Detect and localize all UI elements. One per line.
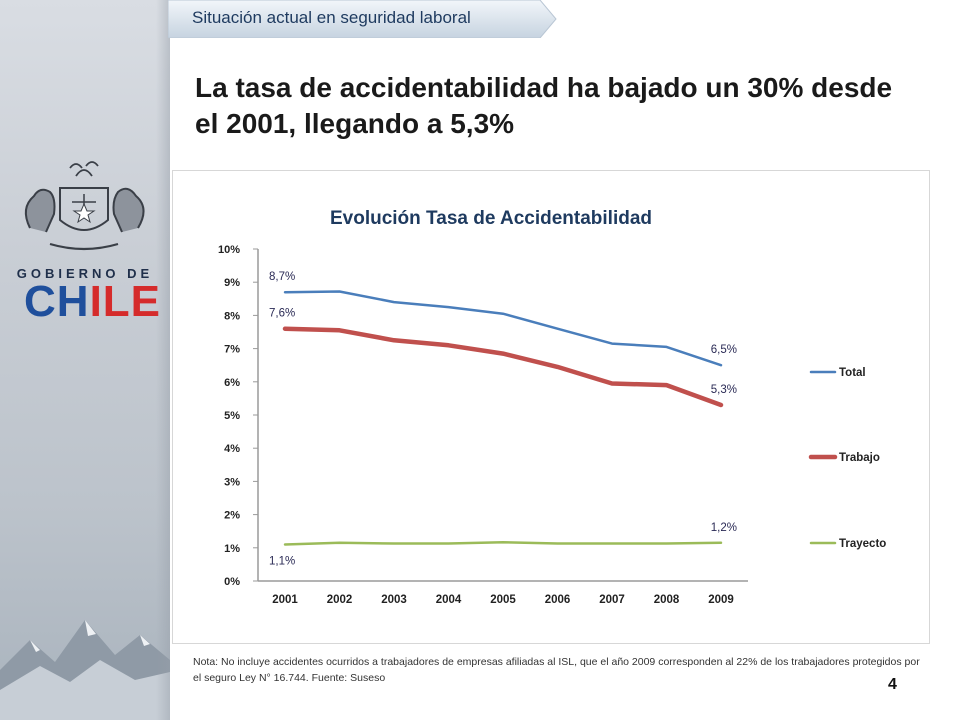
coat-of-arms-icon: [24, 161, 145, 251]
y-tick-label: 1%: [224, 543, 240, 555]
x-tick-label: 2003: [381, 594, 407, 606]
data-label: 7,6%: [269, 308, 295, 320]
x-tick-label: 2006: [545, 594, 571, 606]
logo-chile-red: ILE: [89, 277, 162, 326]
series-line-total: [283, 290, 723, 367]
section-tab: [168, 0, 557, 38]
y-tick-label: 9%: [224, 277, 240, 289]
y-tick-label: 10%: [218, 244, 240, 256]
data-label: 5,3%: [711, 384, 737, 396]
section-tab-label: Situación actual en seguridad laboral: [192, 8, 471, 27]
series-line-trabajo: [282, 326, 724, 408]
left-sidebar: GOBIERNO DE CHILE: [0, 0, 170, 720]
y-tick-label: 7%: [224, 344, 240, 356]
slide-headline: La tasa de accidentabilidad ha bajado un…: [195, 72, 893, 139]
x-tick-label: 2002: [327, 594, 353, 606]
y-tick-label: 8%: [224, 310, 240, 322]
chart-frame: Evolución Tasa de Accidentabilidad 0% 1% 2…: [172, 170, 930, 644]
y-tick-label: 6%: [224, 377, 240, 389]
line-chart: Evolución Tasa de Accidentabilidad 0% 1% 2…: [218, 208, 886, 606]
y-tick-label: 2%: [224, 510, 240, 522]
x-tick-label: 2001: [272, 594, 298, 606]
x-tick-label: 2007: [599, 594, 625, 606]
series-line-trayecto: [283, 540, 723, 546]
legend-label-total: Total: [839, 367, 866, 379]
legend-label-trayecto: Trayecto: [839, 538, 886, 550]
page-number: 4: [888, 676, 897, 693]
y-tick-label: 5%: [224, 410, 240, 422]
data-label: 8,7%: [269, 271, 295, 283]
data-label: 1,1%: [269, 555, 295, 567]
data-label: 1,2%: [711, 522, 737, 534]
x-tick-label: 2005: [490, 594, 516, 606]
x-tick-label: 2009: [708, 594, 734, 606]
x-tick-label: 2004: [436, 594, 462, 606]
data-label: 6,5%: [711, 344, 737, 356]
footnote: Nota: No incluye accidentes ocurridos a …: [193, 656, 920, 684]
x-tick-label: 2008: [654, 594, 680, 606]
logo-chile-blue: CH: [24, 277, 90, 326]
logo-chile: CHILE: [24, 280, 161, 324]
y-tick-label: 3%: [224, 476, 240, 488]
legend-label-trabajo: Trabajo: [839, 452, 880, 464]
y-tick-label: 0%: [224, 576, 240, 588]
mountain-illustration: [0, 620, 170, 720]
logo-line-gobierno: GOBIERNO DE: [16, 266, 154, 281]
chart-title: Evolución Tasa de Accidentabilidad: [330, 208, 652, 229]
y-tick-label: 4%: [224, 443, 240, 455]
